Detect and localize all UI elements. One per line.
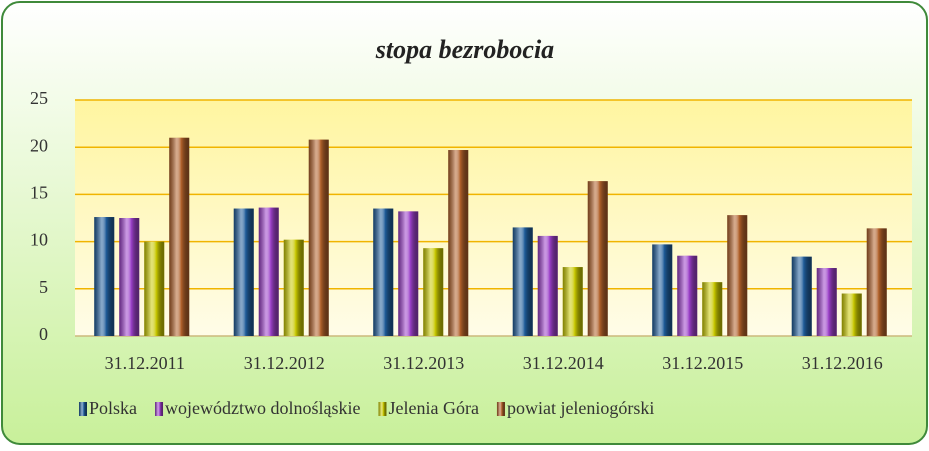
- bar-shade: [652, 244, 673, 336]
- y-tick-label: 20: [30, 135, 48, 155]
- legend-label: Polska: [89, 398, 137, 418]
- y-tick-label: 10: [30, 230, 48, 250]
- bar-shade: [448, 150, 469, 336]
- bar-shade: [119, 218, 140, 336]
- bar-shade: [816, 268, 837, 336]
- legend-label: województwo dolnośląskie: [165, 398, 360, 418]
- bar-shade: [308, 139, 329, 336]
- y-tick-label: 5: [39, 277, 48, 297]
- bar-shade: [537, 235, 558, 336]
- bar-shade: [727, 215, 748, 336]
- bar-shade: [169, 137, 190, 336]
- bar-shade: [587, 181, 608, 336]
- legend-swatch-shade: [378, 402, 387, 416]
- bar-shade: [866, 228, 887, 336]
- plot-area: [75, 100, 912, 336]
- bar-shade: [841, 293, 862, 336]
- bar-shade: [512, 227, 533, 336]
- bar-shade: [791, 256, 812, 336]
- bar-shade: [94, 217, 115, 336]
- legend-label: powiat jeleniogórski: [507, 398, 654, 418]
- x-tick-label: 31.12.2011: [105, 353, 185, 373]
- x-tick-label: 31.12.2014: [523, 353, 604, 373]
- bar-shade: [423, 248, 444, 336]
- x-tick-label: 31.12.2013: [383, 353, 464, 373]
- y-tick-label: 15: [30, 183, 48, 203]
- bar-shade: [233, 208, 254, 336]
- legend-swatch-shade: [155, 402, 164, 416]
- bar-shade: [373, 208, 394, 336]
- y-tick-label: 25: [30, 88, 48, 108]
- bar-shade: [677, 255, 698, 336]
- x-tick-label: 31.12.2012: [244, 353, 325, 373]
- legend-swatch-shade: [79, 402, 87, 416]
- y-tick-label: 0: [39, 324, 48, 344]
- legend-swatch-shade: [496, 402, 505, 416]
- bar-shade: [258, 207, 279, 336]
- bar-shade: [702, 282, 723, 336]
- bar-shade: [283, 239, 304, 336]
- x-tick-label: 31.12.2016: [802, 353, 883, 373]
- bar-shade: [144, 241, 165, 336]
- chart-title: stopa bezrobocia: [375, 35, 554, 64]
- bar-shade: [562, 267, 583, 336]
- bar-shade: [398, 211, 419, 336]
- x-tick-label: 31.12.2015: [662, 353, 743, 373]
- legend-label: Jelenia Góra: [388, 398, 478, 418]
